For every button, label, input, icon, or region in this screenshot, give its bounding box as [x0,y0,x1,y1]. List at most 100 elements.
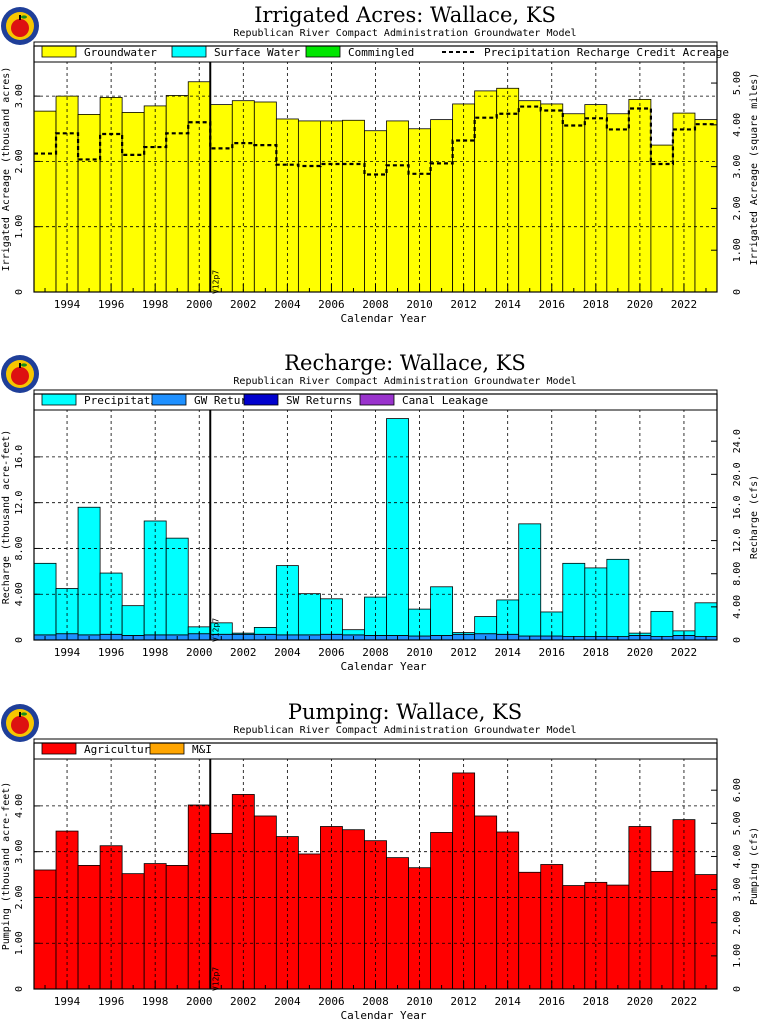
y-tick-label-right: 5.00 [732,71,743,95]
bar [430,586,454,636]
x-tick-label: 1996 [98,298,125,311]
y-axis-right: 0 4.00 8.00 12.0 16.0 20.0 24.0 Recharge (cfs) [711,429,760,643]
apple-logo-icon [1,704,39,742]
gridlines [34,743,717,989]
bar [540,103,564,293]
y-axis-label: Irrigated Acreage (thousand acres) [1,67,12,272]
x-tick-label: 1994 [54,298,81,311]
apple-stem [19,15,21,20]
y-tick-label-right: 0 [732,986,743,992]
x-axis-label: Calendar Year [340,312,426,325]
y-tick-label-right: 0 [732,637,743,643]
y-tick-label-right: 20.0 [732,462,743,486]
apple-logo-icon [1,355,39,393]
x-tick-label: 2022 [671,995,698,1008]
legend-label: Surface Water [214,46,300,59]
series-precipitation [33,418,718,637]
y-tick-label-right: 2.00 [732,911,743,935]
chart-subtitle: Republican River Compact Administration … [233,28,576,39]
y-axis-right: 0 1.00 2.00 3.00 4.00 5.00 Irrigated Acreage (… [711,71,760,295]
chart-title: Recharge: Wallace, KS [284,351,526,375]
chart-subtitle: Republican River Compact Administration … [233,725,576,736]
chart-title: Pumping: Wallace, KS [288,700,522,724]
x-tick-label: 2012 [450,298,477,311]
y-tick-label-right: 24.0 [732,429,743,453]
legend-swatch [149,742,185,755]
legend-swatch [41,45,77,58]
x-tick-label: 2010 [406,646,433,659]
version-marker-label: V12p7 [211,967,220,991]
y-axis-label-right: Irrigated Acreage (square miles) [749,73,760,266]
x-tick-label: 2002 [230,298,257,311]
x-tick-label: 1994 [54,646,81,659]
legend-label: Agricultural [84,743,163,756]
y-tick-label: 0 [14,986,25,992]
x-tick-label: 2006 [318,995,345,1008]
legend-label: Precipitation Recharge Credit Acreage [484,46,729,59]
y-tick-label-right: 4.00 [732,595,743,619]
y-tick-label: 1.00 [14,931,25,955]
apple-logo-icon [1,7,39,45]
y-tick-label-right: 16.0 [732,495,743,519]
chart-subtitle: Republican River Compact Administration … [233,376,576,387]
x-tick-label: 2010 [406,298,433,311]
apple-leaf [21,363,27,367]
legend-swatch [41,393,77,406]
x-tick-label: 2000 [186,298,213,311]
x-tick-label: 2022 [671,646,698,659]
y-tick-label-right: 4.00 [732,113,743,137]
bar [496,599,520,635]
bar [77,506,101,636]
x-axis: 1994 1996 1998 2000 2002 2004 2006 2008 2010 2012… [44,981,707,1022]
y-axis-right: 0 1.00 2.00 3.00 4.00 5.00 6.00 Pumping (cfs) [711,778,760,992]
y-tick-label: 12.0 [14,491,25,515]
y-tick-label-right: 12.0 [732,529,743,553]
y-tick-label-right: 1.00 [732,238,743,262]
y-tick-label-right: 5.00 [732,811,743,835]
version-marker-label: V12p7 [211,270,220,294]
legend-swatch [305,45,341,58]
bar [518,523,542,637]
x-tick-label: 2006 [318,646,345,659]
y-tick-label-right: 4.00 [732,844,743,868]
y-tick-label: 4.00 [14,794,25,818]
legend-swatch [359,393,395,406]
recharge-credit-line [34,105,717,176]
apple-body [11,716,29,734]
x-tick-label: 2016 [539,646,566,659]
x-tick-label: 2018 [583,646,610,659]
bar [562,885,586,990]
x-tick-label: 2004 [274,646,301,659]
bar [209,104,233,293]
y-tick-label-right: 3.00 [732,878,743,902]
x-tick-label: 2000 [186,995,213,1008]
x-tick-label: 1998 [142,298,169,311]
apple-leaf [21,15,27,19]
x-tick-label: 1994 [54,995,81,1008]
legend: Precipitation GW Returns SW Returns Canal L… [33,389,718,411]
y-tick-label: 0 [14,289,25,295]
bar [320,598,343,635]
x-axis: 1994 1996 1998 2000 2002 2004 2006 2008 2010 2012… [44,632,707,673]
y-axis-label-right: Pumping (cfs) [749,827,760,905]
x-tick-label: 1996 [98,995,125,1008]
bar [606,884,630,990]
x-tick-label: 2012 [450,995,477,1008]
legend: Agricultural M&I [33,738,718,760]
apple-body [11,367,29,385]
x-axis: 1994 1996 1998 2000 2002 2004 2006 2008 2010 2012… [44,284,707,325]
legend-label: Precipitation [84,394,170,407]
x-tick-label: 2008 [362,646,389,659]
legend-label: M&I [192,743,212,756]
y-tick-label-right: 8.00 [732,562,743,586]
y-tick-label-right: 3.00 [732,155,743,179]
legend-swatch [151,393,187,406]
legend-label: Commingled [348,46,414,59]
apple-body [11,19,29,37]
bar [275,836,299,990]
y-tick-label: 2.00 [14,149,25,173]
